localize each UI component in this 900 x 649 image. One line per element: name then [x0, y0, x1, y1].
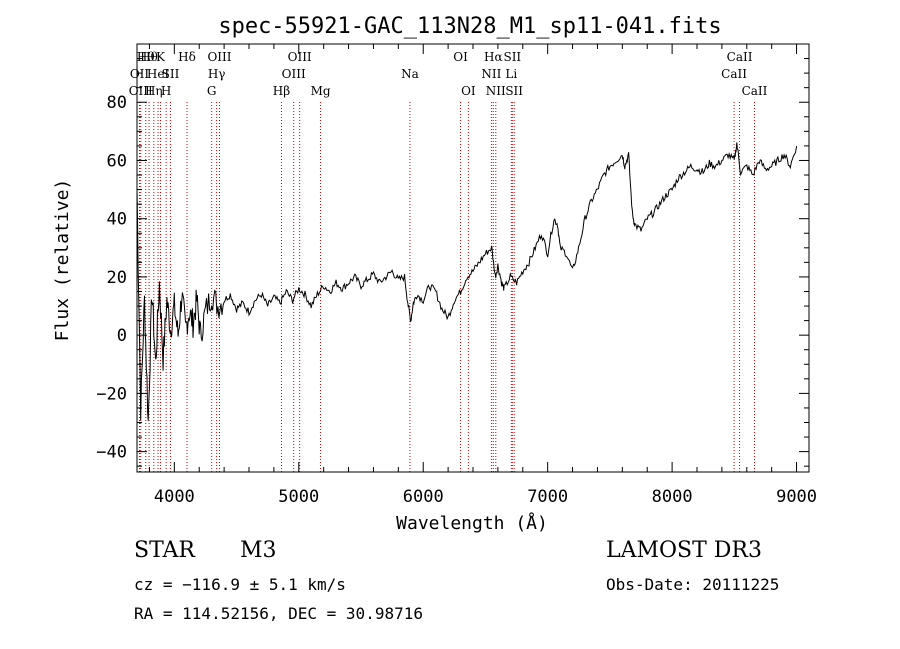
line-marker-label: Li [505, 67, 517, 81]
x-tick-label: 4000 [154, 487, 195, 507]
y-tick-label: −20 [96, 384, 127, 404]
x-tick-label: 7000 [527, 487, 568, 507]
line-marker-label: OIII [282, 67, 306, 81]
y-axis: −40 −20 0 20 40 60 80 [96, 58, 809, 467]
y-axis-label: Flux (relative) [52, 179, 73, 342]
spectrum-line [136, 142, 798, 421]
x-tick-label: 5000 [278, 487, 319, 507]
line-marker-label: OIII [207, 50, 231, 64]
x-tick-label: 9000 [776, 487, 817, 507]
line-marker-label: SII [503, 50, 521, 64]
line-marker-label: HeI [147, 67, 170, 81]
x-tick-label: 8000 [652, 487, 693, 507]
coords-text: RA = 114.52156, DEC = 30.98716 [134, 604, 423, 623]
line-marker-label: Mg [311, 84, 331, 98]
plot-frame [136, 43, 810, 473]
line-marker-label: OII [130, 67, 150, 81]
line-marker-label: OI [461, 84, 476, 98]
survey-name: LAMOST DR3 [606, 538, 762, 563]
x-tick-label: 6000 [403, 487, 444, 507]
line-marker-label: Hα [484, 50, 503, 64]
line-marker-label: SII [162, 67, 180, 81]
redshift-text: cz = −116.9 ± 5.1 km/s [134, 575, 346, 594]
object-subclass: M3 [240, 538, 277, 563]
line-marker-label: Na [401, 67, 419, 81]
line-markers: OIIOIIIHθHθHηHeIKHSIIHδGHγOIIIHβOIIIOIII… [129, 50, 768, 472]
line-marker-label: Hδ [178, 50, 196, 64]
line-marker-label: Hθ [137, 50, 155, 64]
line-marker-label: CaII [742, 84, 768, 98]
x-axis: 4000 5000 6000 7000 8000 9000 [148, 44, 817, 507]
line-marker-label: G [207, 84, 217, 98]
line-marker-label: SII [505, 84, 523, 98]
y-tick-label: 20 [107, 268, 127, 288]
y-tick-label: 60 [107, 151, 127, 171]
y-tick-label: 80 [107, 93, 127, 113]
line-marker-label: K [156, 50, 166, 64]
line-marker-label: OI [453, 50, 468, 64]
line-marker-label: Hβ [273, 84, 290, 98]
line-marker-label: Hη [145, 84, 163, 98]
line-marker-label: NII [481, 67, 501, 81]
spectrum-series [136, 142, 798, 421]
line-marker-label: CaII [727, 50, 753, 64]
y-tick-label: 0 [117, 326, 127, 346]
line-marker-label: Hγ [208, 67, 226, 81]
line-marker-label: CaII [721, 67, 747, 81]
y-tick-label: 40 [107, 210, 127, 230]
line-marker-label: OIII [288, 50, 312, 64]
object-class: STAR [134, 538, 195, 563]
y-tick-label: −40 [96, 443, 127, 463]
line-marker-label: H [161, 84, 171, 98]
line-marker-label: Hθ [140, 50, 158, 64]
chart-title: spec-55921-GAC_113N28_M1_sp11-041.fits [218, 14, 721, 39]
line-marker-label: NII [486, 84, 506, 98]
x-axis-label: Wavelength (Å) [396, 512, 548, 534]
line-marker-label: OIII [129, 84, 153, 98]
obs-date-text: Obs-Date: 20111225 [606, 575, 780, 594]
